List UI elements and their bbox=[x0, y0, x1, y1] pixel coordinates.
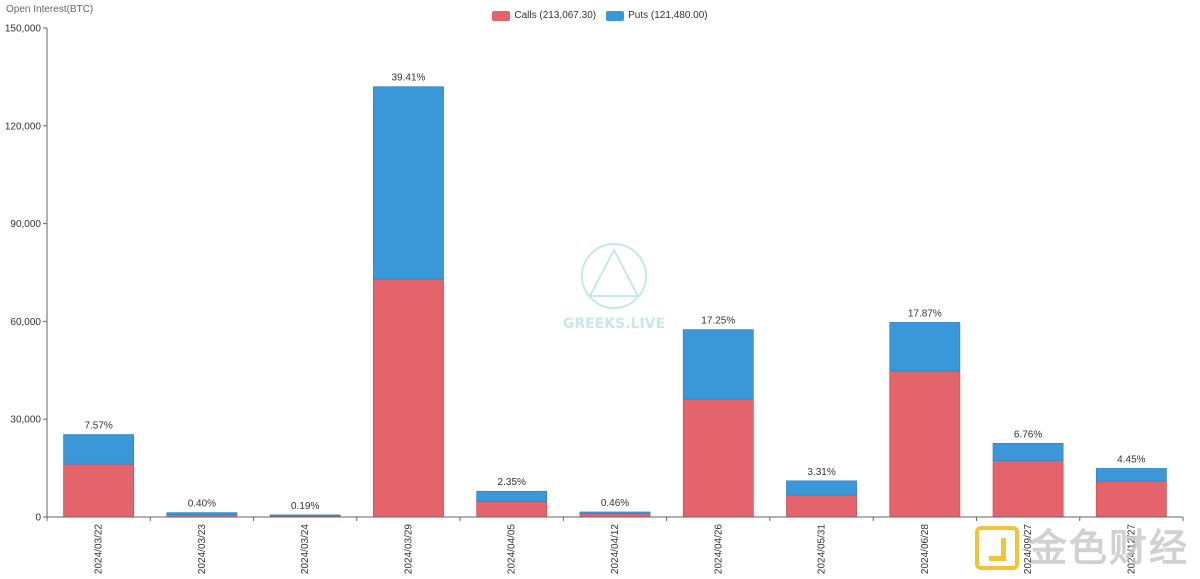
jinse-logo-mark bbox=[975, 526, 1019, 570]
bar-calls-2024/09/27 bbox=[992, 460, 1064, 518]
x-tick-label-2024/03/23: 2024/03/23 bbox=[197, 524, 208, 574]
x-tick-label-2024/03/24: 2024/03/24 bbox=[300, 524, 311, 574]
bar-calls-2024/06/28 bbox=[889, 370, 961, 518]
y-tick-label: 0 bbox=[35, 513, 41, 524]
bar-calls-2024/05/31 bbox=[786, 494, 857, 518]
x-tick-label-2024/12/27: 2024/12/27 bbox=[1126, 524, 1137, 574]
x-tick-label-2024/03/22: 2024/03/22 bbox=[94, 524, 105, 574]
y-tick-label: 120,000 bbox=[5, 121, 42, 132]
greeks-live-watermark: GREEKS.LIVE bbox=[563, 243, 665, 332]
legend-label-calls: Calls (213,067.30) bbox=[514, 10, 597, 21]
bar-puts-2024/09/27 bbox=[992, 443, 1064, 461]
x-tick-label-2024/04/05: 2024/04/05 bbox=[507, 524, 518, 574]
percent-label-2024/04/12: 0.46% bbox=[601, 498, 629, 509]
bar-calls-2024/03/29 bbox=[373, 278, 444, 518]
percent-label-2024/04/26: 17.25% bbox=[701, 316, 735, 327]
y-tick-label: 60,000 bbox=[10, 317, 41, 328]
bar-calls-2024/12/27 bbox=[1095, 480, 1167, 518]
bar-puts-2024/04/12 bbox=[579, 511, 651, 515]
bar-puts-2024/06/28 bbox=[889, 322, 961, 372]
jinse-logo: 金色财经 bbox=[975, 523, 1190, 573]
bar-calls-2024/04/26 bbox=[682, 398, 754, 518]
puts-swatch bbox=[606, 10, 625, 21]
legend-item-calls[interactable]: Calls (213,067.30) bbox=[492, 10, 596, 21]
y-axis-title: Open Interest(BTC) bbox=[6, 4, 94, 15]
percent-label-2024/05/31: 3.31% bbox=[807, 467, 835, 478]
y-tick-label: 150,000 bbox=[5, 24, 42, 35]
y-tick-label: 90,000 bbox=[10, 219, 41, 230]
y-tick-label: 30,000 bbox=[10, 415, 41, 426]
bars-group: 7.57% 0.40% 0.19% 39.41% 2.35% 0.46% 17.25% 3.3… bbox=[63, 73, 1167, 518]
watermark-text: GREEKS.LIVE bbox=[563, 316, 665, 332]
bar-calls-2024/03/22 bbox=[63, 463, 135, 518]
legend: Calls (213,067.30) Puts (121,480.00) bbox=[0, 10, 1200, 21]
bar-puts-2024/03/23 bbox=[166, 512, 238, 516]
percent-label-2024/03/24: 0.19% bbox=[291, 501, 319, 512]
calls-swatch bbox=[492, 10, 511, 21]
bar-puts-2024/05/31 bbox=[786, 480, 857, 496]
axes-group: 0 30,000 60,000 90,000 120,000 150,000 2024/03… bbox=[5, 24, 1184, 574]
bar-puts-2024/03/29 bbox=[373, 86, 444, 280]
x-tick-label-2024/03/29: 2024/03/29 bbox=[403, 524, 414, 574]
percent-label-2024/03/23: 0.40% bbox=[188, 499, 216, 510]
bar-calls-2024/04/05 bbox=[476, 501, 548, 518]
percent-label-2024/04/05: 2.35% bbox=[498, 477, 526, 488]
bar-puts-2024/12/27 bbox=[1095, 468, 1167, 482]
percent-label-2024/06/28: 17.87% bbox=[908, 308, 942, 319]
percent-label-2024/12/27: 4.45% bbox=[1117, 454, 1145, 465]
legend-item-puts[interactable]: Puts (121,480.00) bbox=[606, 10, 708, 21]
x-tick-label-2024/04/26: 2024/04/26 bbox=[713, 524, 724, 574]
percent-label-2024/03/22: 7.57% bbox=[84, 421, 112, 432]
x-tick-label-2024/06/28: 2024/06/28 bbox=[920, 524, 931, 574]
bar-puts-2024/04/05 bbox=[476, 490, 548, 502]
x-tick-label-2024/09/27: 2024/09/27 bbox=[1023, 524, 1034, 574]
percent-label-2024/09/27: 6.76% bbox=[1014, 429, 1042, 440]
jinse-logo-text: 金色财经 bbox=[1029, 526, 1190, 570]
bar-puts-2024/03/24 bbox=[269, 514, 341, 517]
bar-puts-2024/04/26 bbox=[682, 329, 754, 400]
bar-puts-2024/03/22 bbox=[63, 434, 135, 465]
percent-label-2024/03/29: 39.41% bbox=[391, 73, 425, 84]
x-tick-label-2024/04/12: 2024/04/12 bbox=[610, 524, 621, 574]
x-tick-label-2024/05/31: 2024/05/31 bbox=[817, 524, 828, 574]
legend-label-puts: Puts (121,480.00) bbox=[628, 10, 708, 21]
